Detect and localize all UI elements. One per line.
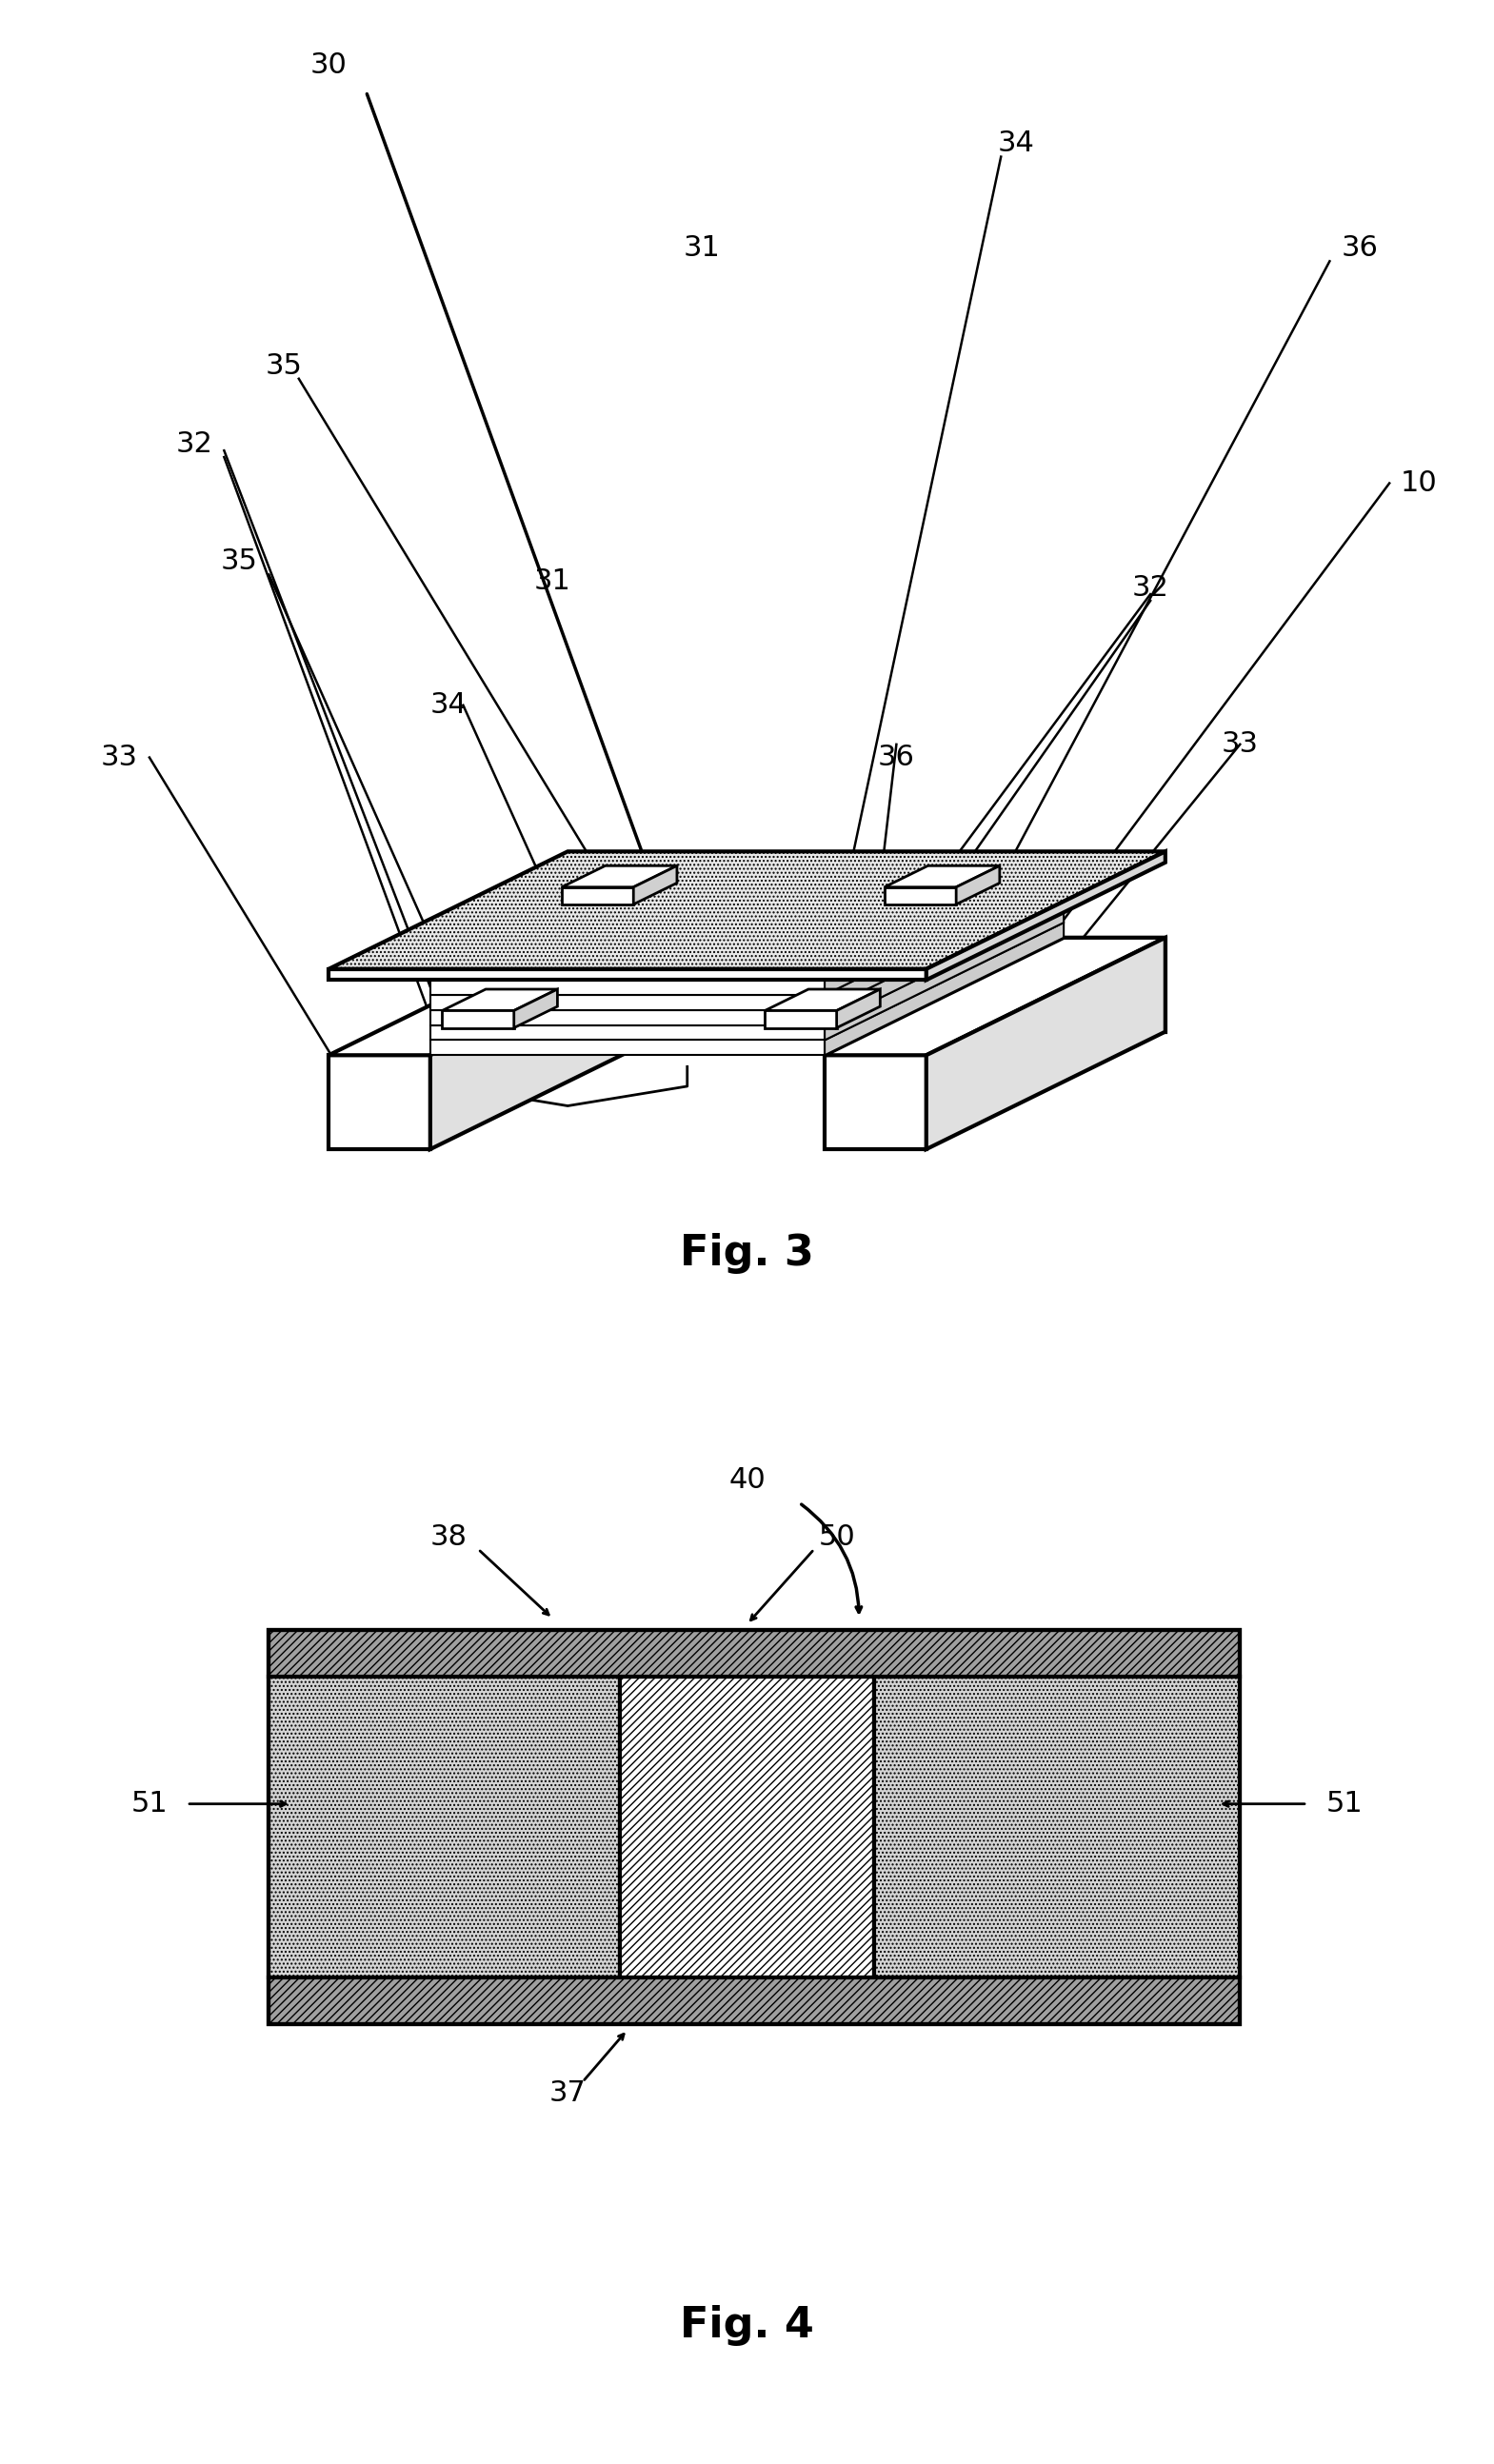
- Text: 32: 32: [176, 431, 212, 458]
- Polygon shape: [430, 939, 669, 1148]
- Polygon shape: [825, 862, 1064, 995]
- Polygon shape: [825, 939, 1165, 1055]
- Text: 40: 40: [729, 1466, 765, 1493]
- Text: 31: 31: [684, 234, 720, 261]
- Polygon shape: [884, 865, 999, 887]
- Polygon shape: [430, 1010, 825, 1025]
- Polygon shape: [926, 853, 1165, 981]
- Text: 10: 10: [1401, 468, 1437, 498]
- Polygon shape: [633, 865, 677, 904]
- Bar: [874, 1676, 1240, 1979]
- Polygon shape: [825, 922, 1064, 1055]
- Polygon shape: [430, 877, 1064, 995]
- Bar: [620, 1676, 874, 1979]
- Polygon shape: [765, 988, 880, 1010]
- Text: Fig. 4: Fig. 4: [680, 2304, 814, 2346]
- Polygon shape: [430, 995, 825, 1010]
- Text: 34: 34: [998, 131, 1034, 158]
- Polygon shape: [825, 892, 1064, 1025]
- Bar: [269, 1676, 620, 1979]
- Polygon shape: [562, 865, 677, 887]
- Text: 32: 32: [1132, 574, 1168, 601]
- Bar: [269, 1979, 1240, 2023]
- Text: 51: 51: [131, 1789, 167, 1818]
- Polygon shape: [329, 968, 926, 981]
- Text: 33: 33: [102, 744, 137, 771]
- Polygon shape: [765, 1010, 837, 1027]
- Polygon shape: [514, 988, 557, 1027]
- Polygon shape: [884, 887, 956, 904]
- Text: 50: 50: [819, 1523, 855, 1552]
- Text: 30: 30: [311, 52, 347, 79]
- Polygon shape: [837, 988, 880, 1027]
- Text: 51: 51: [1327, 1789, 1363, 1818]
- Text: 37: 37: [550, 2080, 586, 2107]
- Polygon shape: [825, 877, 1064, 1010]
- Polygon shape: [430, 922, 1064, 1040]
- Polygon shape: [430, 981, 825, 995]
- Bar: [269, 1631, 1240, 2023]
- Text: 31: 31: [535, 567, 571, 594]
- Polygon shape: [568, 939, 669, 1032]
- Text: 36: 36: [1342, 234, 1377, 261]
- Text: 36: 36: [878, 744, 914, 771]
- Text: Fig. 3: Fig. 3: [680, 1232, 814, 1274]
- Polygon shape: [1064, 939, 1165, 1032]
- Text: 34: 34: [430, 692, 466, 719]
- Polygon shape: [562, 887, 633, 904]
- Polygon shape: [442, 1010, 514, 1027]
- Polygon shape: [430, 907, 1064, 1025]
- Polygon shape: [442, 988, 557, 1010]
- Text: 38: 38: [430, 1523, 466, 1552]
- Polygon shape: [329, 1055, 430, 1148]
- Polygon shape: [430, 862, 1064, 981]
- Text: 33: 33: [1222, 729, 1258, 759]
- Polygon shape: [825, 907, 1064, 1040]
- Polygon shape: [430, 1040, 825, 1055]
- Polygon shape: [329, 939, 669, 1055]
- Polygon shape: [956, 865, 999, 904]
- Text: 35: 35: [266, 352, 302, 379]
- Polygon shape: [430, 892, 1064, 1010]
- Bar: [269, 1631, 1240, 1676]
- Polygon shape: [926, 939, 1165, 1148]
- Text: 35: 35: [221, 547, 257, 577]
- Polygon shape: [825, 1055, 926, 1148]
- Polygon shape: [329, 853, 1165, 968]
- Polygon shape: [430, 1025, 825, 1040]
